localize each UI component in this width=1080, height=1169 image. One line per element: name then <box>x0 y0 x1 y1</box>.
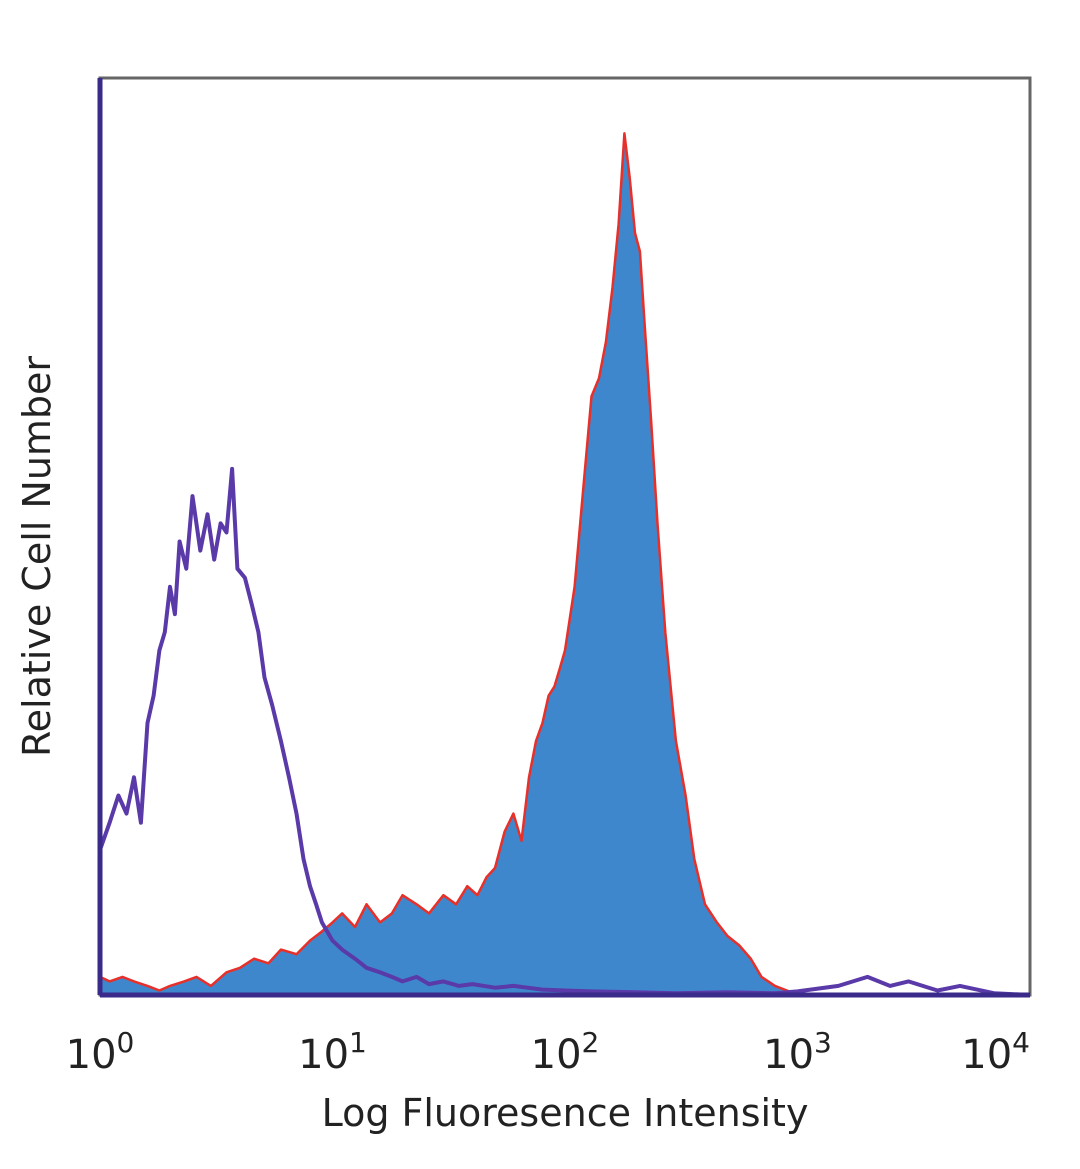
x-tick-labels: 100 101 102 103 104 <box>66 1026 1030 1078</box>
series-0-fill <box>100 133 1030 995</box>
x-tick-label: 100 <box>66 1026 135 1078</box>
x-tick-label: 102 <box>531 1026 600 1078</box>
series-0-line <box>99 132 1030 997</box>
x-tick-label: 104 <box>961 1026 1030 1078</box>
x-tick-label: 101 <box>298 1026 367 1078</box>
y-axis-title: Relative Cell Number <box>15 356 59 757</box>
x-axis-title: Log Fluoresence Intensity <box>322 1091 809 1135</box>
x-tick-label: 103 <box>763 1026 832 1078</box>
plot-area <box>98 132 1031 997</box>
